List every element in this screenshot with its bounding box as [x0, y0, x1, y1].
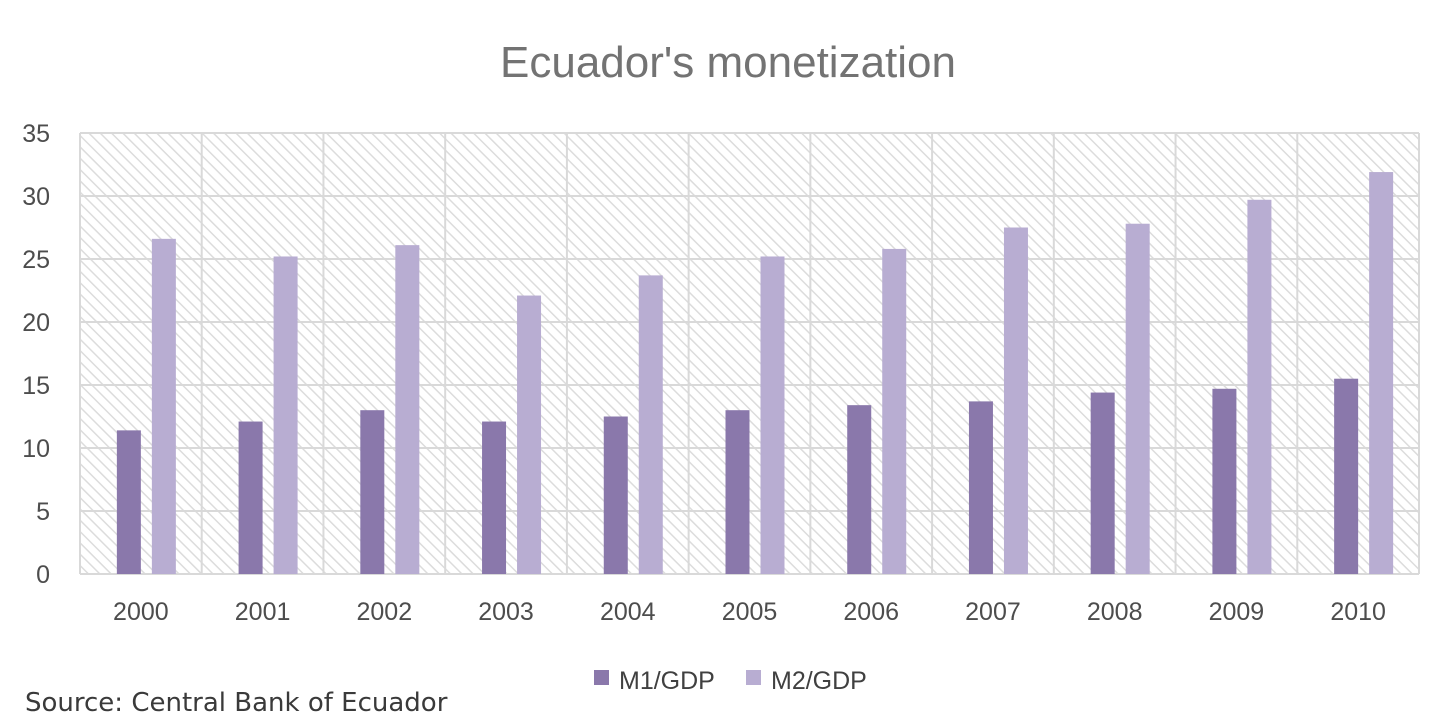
bar-m2-gdp-2007 — [1003, 227, 1028, 574]
x-tick-label: 2006 — [843, 598, 899, 626]
bars — [116, 172, 1394, 575]
legend-label: M2/GDP — [771, 667, 867, 695]
y-tick-label: 35 — [22, 120, 50, 148]
bar-m2-gdp-2010 — [1369, 172, 1394, 574]
x-tick-label: 2002 — [357, 598, 413, 626]
y-tick-label: 15 — [22, 372, 50, 400]
bar-m2-gdp-2005 — [760, 256, 785, 574]
x-tick-label: 2007 — [965, 598, 1021, 626]
x-tick-label: 2000 — [113, 598, 169, 626]
bar-m1-gdp-2005 — [725, 410, 750, 574]
bar-m1-gdp-2003 — [482, 421, 507, 574]
bar-m2-gdp-2006 — [882, 248, 907, 575]
x-tick-label: 2008 — [1087, 598, 1143, 626]
x-axis: 2000 2001 2002 2003 2004 2005 2006 2007 2008 2009… — [113, 598, 1386, 626]
bar-m2-gdp-2001 — [273, 256, 298, 574]
x-tick-label: 2009 — [1209, 598, 1265, 626]
x-tick-label: 2005 — [722, 598, 778, 626]
legend: M1/GDP M2/GDP — [594, 667, 867, 695]
y-tick-label: 25 — [22, 246, 50, 274]
legend-swatch — [746, 670, 761, 685]
legend-label: M1/GDP — [619, 667, 715, 695]
bar-m2-gdp-2009 — [1247, 199, 1272, 574]
y-tick-label: 30 — [22, 183, 50, 211]
y-tick-label: 20 — [22, 309, 50, 337]
y-tick-label: 0 — [36, 561, 50, 589]
source-note: Source: Central Bank of Ecuador — [25, 688, 448, 718]
bar-m2-gdp-2004 — [638, 275, 663, 574]
bar-m1-gdp-2004 — [603, 416, 628, 574]
x-tick-label: 2001 — [235, 598, 291, 626]
bar-m1-gdp-2008 — [1090, 392, 1115, 574]
bar-m1-gdp-2002 — [360, 410, 385, 574]
bar-m1-gdp-2000 — [116, 430, 141, 574]
bar-m2-gdp-2002 — [395, 245, 420, 574]
chart-title: Ecuador's monetization — [500, 38, 956, 87]
bar-m1-gdp-2010 — [1334, 378, 1359, 574]
legend-swatch — [594, 670, 609, 685]
x-tick-label: 2010 — [1330, 598, 1386, 626]
bar-m1-gdp-2009 — [1212, 388, 1237, 574]
x-tick-label: 2003 — [478, 598, 534, 626]
x-tick-label: 2004 — [600, 598, 656, 626]
bar-m1-gdp-2007 — [968, 401, 993, 574]
bar-m2-gdp-2008 — [1125, 223, 1150, 574]
bar-m2-gdp-2000 — [151, 238, 176, 574]
y-tick-label: 10 — [22, 435, 50, 463]
bar-m1-gdp-2001 — [238, 421, 263, 574]
y-axis: 0 5 10 15 20 25 30 35 — [22, 120, 50, 589]
bar-m2-gdp-2003 — [517, 295, 542, 574]
y-tick-label: 5 — [36, 498, 50, 526]
bar-m1-gdp-2006 — [847, 405, 872, 574]
